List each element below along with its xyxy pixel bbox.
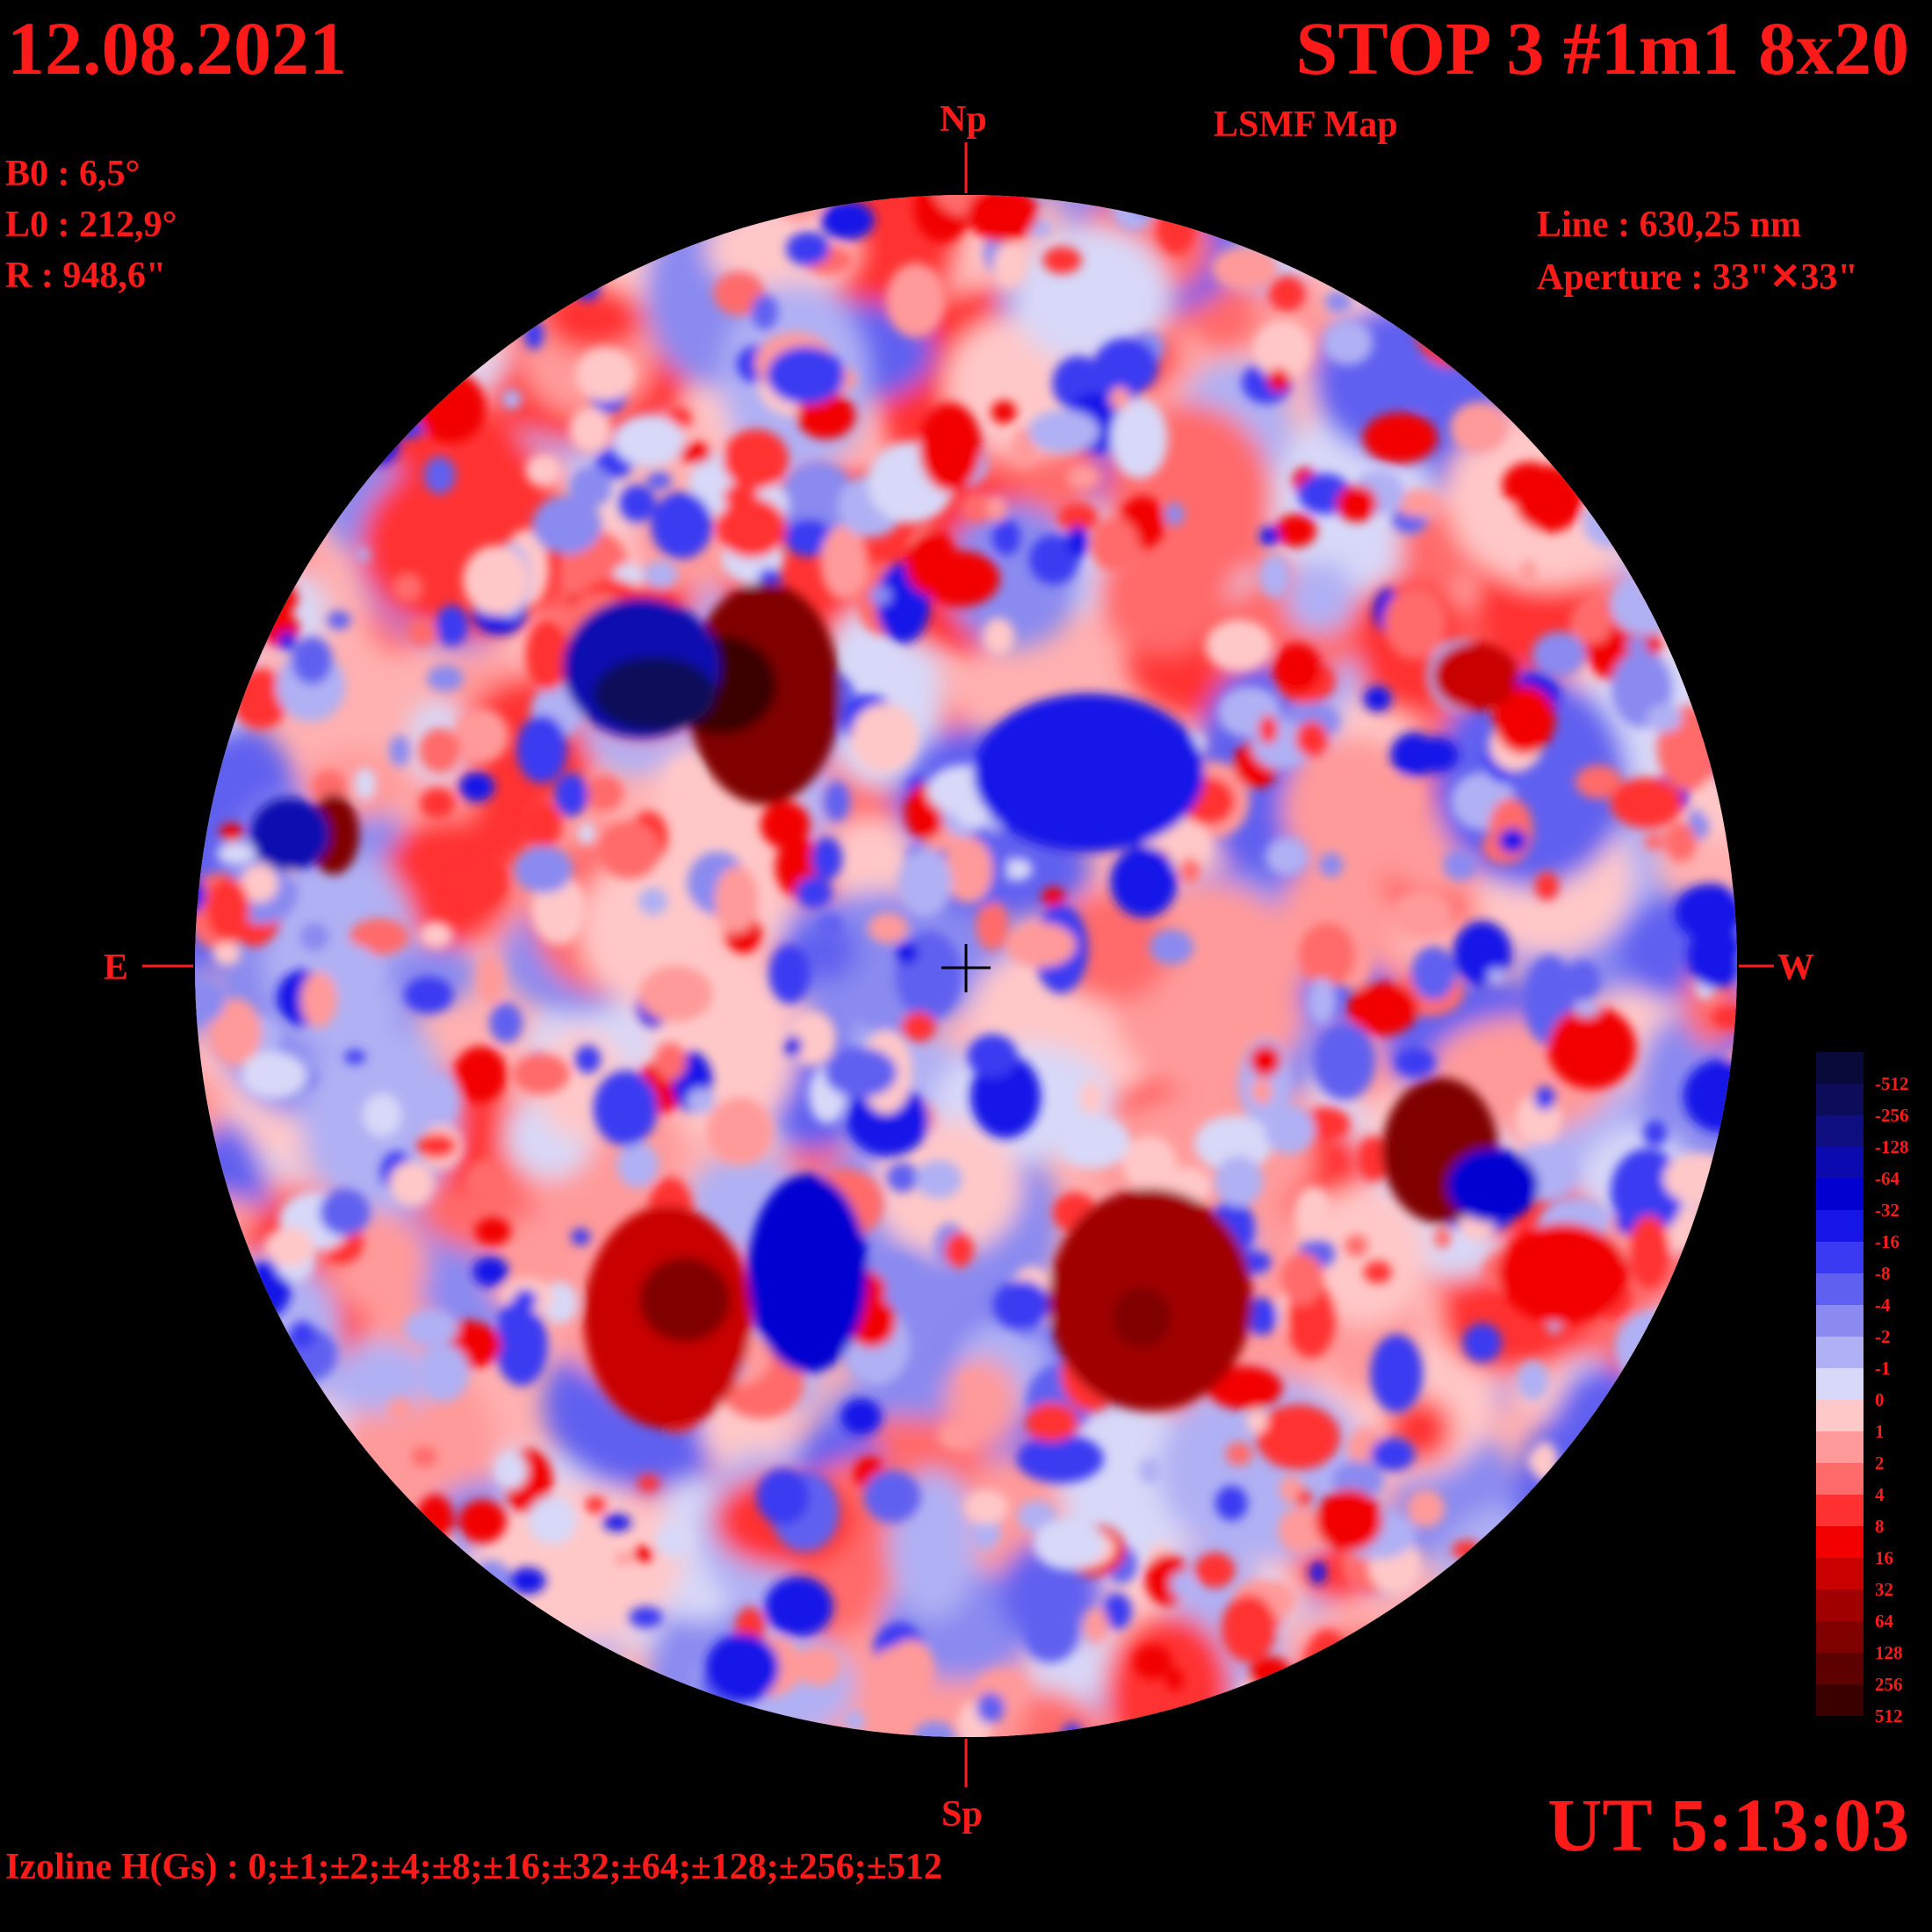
legend-label: -16 bbox=[1875, 1231, 1900, 1252]
color-legend bbox=[1816, 1052, 1864, 1716]
legend-swatch bbox=[1816, 1463, 1864, 1495]
param-line: Line : 630,25 nm bbox=[1537, 205, 1802, 245]
legend-label: -128 bbox=[1875, 1136, 1909, 1157]
legend-label: -1 bbox=[1875, 1358, 1891, 1379]
legend-swatch bbox=[1816, 1495, 1864, 1526]
legend-swatch bbox=[1816, 1400, 1864, 1431]
legend-swatch bbox=[1816, 1526, 1864, 1558]
legend-label: -256 bbox=[1875, 1105, 1909, 1126]
map-subtitle: LSMF Map bbox=[1214, 105, 1398, 145]
legend-label: 128 bbox=[1875, 1642, 1903, 1663]
axis-ticks bbox=[142, 142, 1774, 1787]
legend-label: -512 bbox=[1875, 1073, 1909, 1094]
observation-date: 12.08.2021 bbox=[7, 6, 347, 90]
legend-swatch bbox=[1816, 1084, 1864, 1115]
param-aperture: Aperture : 33"✕33" bbox=[1537, 257, 1858, 298]
legend-swatch bbox=[1816, 1653, 1864, 1684]
legend-label: 16 bbox=[1875, 1547, 1893, 1568]
legend-label: 0 bbox=[1875, 1389, 1885, 1410]
legend-swatch bbox=[1816, 1179, 1864, 1210]
legend-label: 32 bbox=[1875, 1579, 1893, 1600]
center-crosshair bbox=[941, 944, 991, 992]
legend-swatch bbox=[1816, 1590, 1864, 1621]
legend-swatch bbox=[1816, 1431, 1864, 1463]
legend-swatch bbox=[1816, 1305, 1864, 1337]
legend-label: -2 bbox=[1875, 1326, 1891, 1347]
izoline-levels: Izoline H(Gs) : 0;±1;±2;±4;±8;±16;±32;±6… bbox=[5, 1847, 942, 1887]
legend-swatch bbox=[1816, 1273, 1864, 1305]
map-title: STOP 3 #1m1 8x20 bbox=[1295, 6, 1909, 90]
legend-label: -64 bbox=[1875, 1168, 1900, 1189]
compass-west: W bbox=[1777, 948, 1814, 988]
legend-swatch bbox=[1816, 1558, 1864, 1590]
legend-label: 1 bbox=[1875, 1421, 1885, 1442]
legend-swatch bbox=[1816, 1368, 1864, 1400]
legend-label: 4 bbox=[1875, 1484, 1885, 1505]
legend-swatch bbox=[1816, 1337, 1864, 1368]
legend-swatch bbox=[1816, 1210, 1864, 1242]
legend-label: -32 bbox=[1875, 1200, 1900, 1221]
legend-label: -8 bbox=[1875, 1263, 1891, 1284]
param-b0: B0 : 6,5° bbox=[5, 154, 141, 194]
param-radius: R : 948,6" bbox=[5, 256, 167, 296]
compass-east: E bbox=[104, 948, 129, 988]
param-l0: L0 : 212,9° bbox=[5, 205, 177, 245]
legend-swatch bbox=[1816, 1621, 1864, 1653]
legend-label: 256 bbox=[1875, 1674, 1903, 1695]
legend-swatch bbox=[1816, 1242, 1864, 1273]
legend-swatch bbox=[1816, 1684, 1864, 1716]
legend-swatch bbox=[1816, 1052, 1864, 1084]
legend-label: 8 bbox=[1875, 1516, 1885, 1537]
legend-label: 64 bbox=[1875, 1611, 1893, 1632]
legend-swatch bbox=[1816, 1115, 1864, 1147]
legend-label: -4 bbox=[1875, 1294, 1891, 1316]
compass-south: Sp bbox=[941, 1794, 983, 1835]
universal-time: UT 5:13:03 bbox=[1547, 1783, 1909, 1867]
legend-label: 512 bbox=[1875, 1705, 1903, 1727]
compass-north: Np bbox=[940, 99, 987, 140]
legend-label: 2 bbox=[1875, 1453, 1885, 1474]
solar-disk bbox=[195, 195, 1737, 1737]
legend-swatch bbox=[1816, 1147, 1864, 1179]
